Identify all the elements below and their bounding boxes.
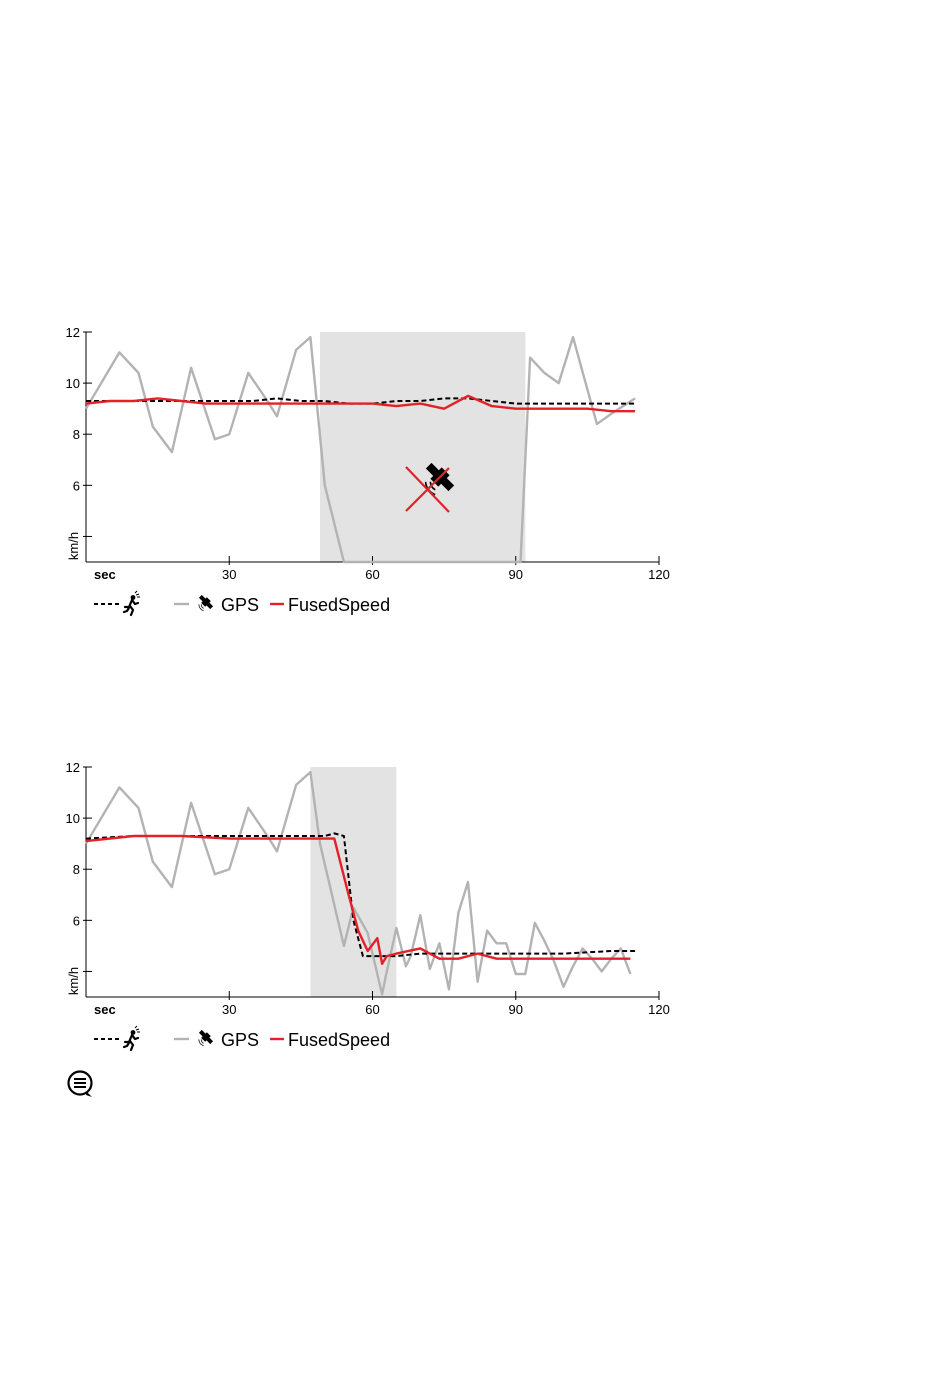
y-tick-label: 12: [66, 760, 80, 775]
x-tick-label: 90: [509, 567, 523, 582]
gps-satellite-icon: [198, 1029, 214, 1047]
y-tick-label: 6: [73, 913, 80, 928]
plot-area: [84, 770, 636, 996]
y-tick-label: 8: [73, 427, 80, 442]
runner-icon: [122, 590, 140, 617]
y-tick-label: 10: [66, 376, 80, 391]
y-axis-label: km/h: [66, 967, 81, 995]
note-icon: [67, 1070, 93, 1097]
x-tick-label: 120: [648, 567, 670, 582]
x-tick-label: 30: [222, 567, 236, 582]
y-axis-label: km/h: [66, 532, 81, 560]
x-axis-label: sec: [94, 567, 116, 582]
cross-line: [405, 467, 450, 512]
legend-label-gps: GPS: [221, 595, 259, 615]
gps-lost-annotation: [405, 462, 455, 513]
legend: GPS FusedSpeed: [94, 590, 390, 617]
x-tick-label: 60: [365, 567, 379, 582]
legend-label-fusedspeed: FusedSpeed: [288, 1030, 390, 1050]
runner-icon: [122, 1025, 140, 1052]
speed-chart-gps-lost: 6 8 10 12 km/h 30 60 90 120 sec GPS FusedSpeed: [66, 325, 670, 617]
y-tick-label: 12: [66, 325, 80, 340]
y-tick-label: 6: [73, 478, 80, 493]
y-tick-label: 8: [73, 862, 80, 877]
speed-chart-speed-drop: 6 8 10 12 km/h 30 60 90 120 sec GPS FusedSpeed: [66, 760, 670, 1052]
series-line-fusedspeed: [85, 834, 631, 966]
legend-label-gps: GPS: [221, 1030, 259, 1050]
legend-label-fusedspeed: FusedSpeed: [288, 595, 390, 615]
shaded-region: [319, 332, 526, 562]
gps-satellite-icon: [198, 594, 214, 612]
series-line-fusedspeed: [85, 394, 636, 413]
series-line-gps: [84, 335, 636, 564]
x-tick-label: 120: [648, 1002, 670, 1017]
x-tick-label: 60: [365, 1002, 379, 1017]
x-tick-label: 30: [222, 1002, 236, 1017]
x-axis-label: sec: [94, 1002, 116, 1017]
series-line-gps: [84, 770, 632, 996]
plot-area: [84, 335, 636, 564]
legend: GPS FusedSpeed: [94, 1025, 390, 1052]
y-tick-label: 10: [66, 811, 80, 826]
x-tick-label: 90: [509, 1002, 523, 1017]
